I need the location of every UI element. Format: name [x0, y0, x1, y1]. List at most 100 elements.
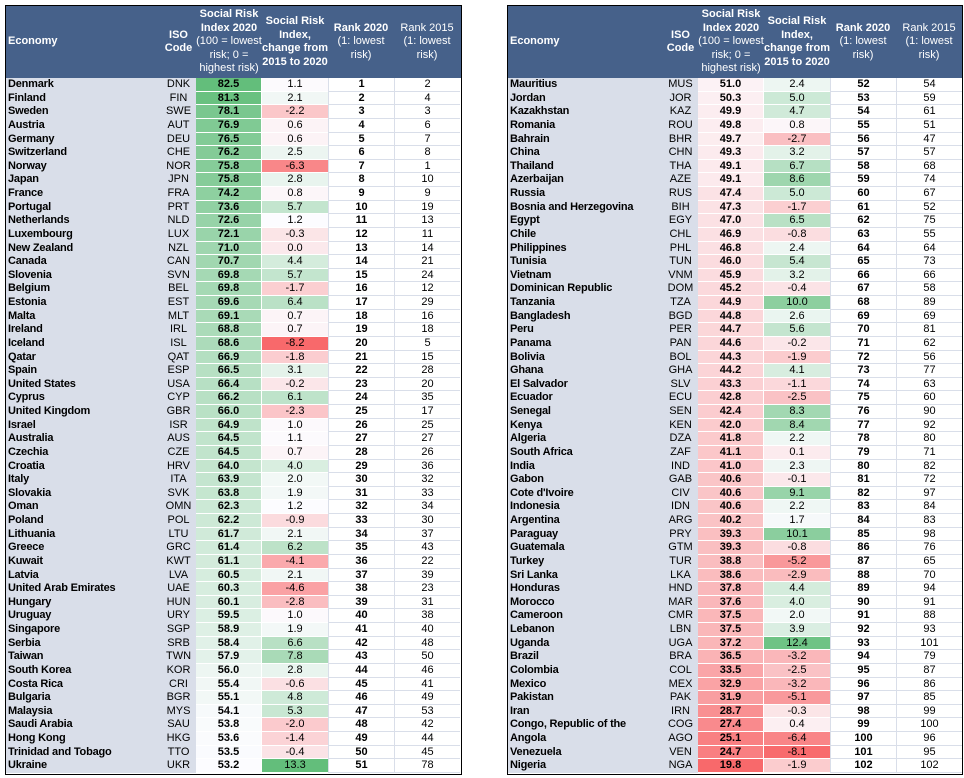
rank-2015: 79	[896, 650, 962, 664]
rank-2020: 75	[830, 391, 896, 405]
risk-change: -2.7	[764, 132, 830, 147]
rank-2015: 50	[394, 650, 460, 664]
risk-score: 75.8	[196, 159, 262, 174]
rank-2020: 14	[328, 255, 394, 269]
economy-name: Finland	[6, 91, 161, 106]
risk-score: 56.0	[196, 663, 262, 678]
rank-2015: 97	[896, 486, 962, 501]
table-row: Bolivia BOL 44.3 -1.9 72 56	[508, 350, 962, 365]
table-row: Denmark DNK 82.5 1.1 1 2	[6, 78, 461, 92]
header-economy: Economy	[510, 35, 560, 48]
risk-score: 36.5	[698, 650, 764, 664]
table-row: United States USA 66.4 -0.2 23 20	[6, 377, 461, 392]
rank-2020: 1	[328, 78, 394, 92]
risk-change: 2.1	[262, 91, 328, 106]
table-row: Oman OMN 62.3 1.2 32 34	[6, 500, 461, 514]
rank-2020: 21	[328, 350, 394, 365]
iso-code: HRV	[161, 459, 196, 474]
risk-change: 4.0	[764, 595, 830, 610]
risk-change: -1.9	[764, 759, 830, 773]
header-rank2020-title: Rank 2020	[333, 21, 389, 34]
rank-2015: 81	[896, 323, 962, 337]
economy-name: Pakistan	[508, 691, 663, 705]
risk-change: 6.4	[262, 296, 328, 310]
table-row: Ghana GHA 44.2 4.1 73 77	[508, 364, 962, 378]
economy-name: Luxembourg	[6, 227, 161, 242]
table-row: India IND 41.0 2.3 80 82	[508, 459, 962, 474]
economy-name: Sweden	[6, 105, 161, 119]
economy-name: Slovenia	[6, 268, 161, 283]
table-row: Qatar QAT 66.9 -1.8 21 15	[6, 350, 461, 365]
rank-2020: 19	[328, 323, 394, 337]
iso-code: PER	[663, 323, 698, 337]
risk-score: 53.8	[196, 718, 262, 732]
table-row: Czechia CZE 64.5 0.7 28 26	[6, 445, 461, 460]
rank-2020: 97	[830, 691, 896, 705]
rank-2020: 61	[830, 200, 896, 215]
risk-change: -6.3	[262, 159, 328, 174]
table-row: Ukraine UKR 53.2 13.3 51 78	[6, 759, 461, 773]
economy-name: Malaysia	[6, 704, 161, 719]
rank-2020: 73	[830, 364, 896, 378]
rank-2015: 70	[896, 568, 962, 583]
iso-code: IND	[663, 459, 698, 474]
table-header: Economy ISO Code Social Risk Index 2020(…	[508, 6, 962, 78]
rank-2015: 80	[896, 432, 962, 446]
table-row: Luxembourg LUX 72.1 -0.3 12 11	[6, 227, 461, 242]
header-rank2020: Rank 2020 (1: lowest risk)	[830, 6, 896, 78]
rank-2020: 95	[830, 663, 896, 678]
risk-change: 5.4	[764, 255, 830, 269]
risk-score: 75.8	[196, 173, 262, 187]
iso-code: IRN	[663, 704, 698, 719]
economy-name: Indonesia	[508, 500, 663, 514]
economy-name: Spain	[6, 364, 161, 378]
iso-code: QAT	[161, 350, 196, 365]
rank-2020: 7	[328, 159, 394, 174]
iso-code: BGR	[161, 691, 196, 705]
iso-code: KEN	[663, 418, 698, 433]
economy-name: Colombia	[508, 663, 663, 678]
table-row: New Zealand NZL 71.0 0.0 13 14	[6, 241, 461, 256]
rank-2015: 49	[394, 691, 460, 705]
rank-2020: 57	[830, 146, 896, 160]
economy-name: Belgium	[6, 282, 161, 296]
iso-code: SGP	[161, 623, 196, 637]
iso-code: COG	[663, 718, 698, 732]
rank-2020: 33	[328, 514, 394, 528]
rank-2020: 85	[830, 527, 896, 542]
rank-2015: 21	[394, 255, 460, 269]
economy-name: Bolivia	[508, 350, 663, 365]
table-row: Brazil BRA 36.5 -3.2 94 79	[508, 650, 962, 664]
risk-change: -8.1	[764, 745, 830, 760]
iso-code: CHL	[663, 227, 698, 242]
table-row: Portugal PRT 73.6 5.7 10 19	[6, 200, 461, 215]
table-row: Iran IRN 28.7 -0.3 98 99	[508, 704, 962, 719]
rank-2015: 64	[896, 241, 962, 256]
risk-change: -2.5	[764, 663, 830, 678]
iso-code: ROU	[663, 118, 698, 133]
risk-score: 42.0	[698, 418, 764, 433]
table-row: Bosnia and Herzegovina BIH 47.3 -1.7 61 52	[508, 200, 962, 215]
iso-code: ZAF	[663, 445, 698, 460]
economy-name: Tanzania	[508, 296, 663, 310]
iso-code: TTO	[161, 745, 196, 760]
rank-2020: 86	[830, 541, 896, 555]
table-row: Iceland ISL 68.6 -8.2 20 5	[6, 336, 461, 351]
economy-name: Czechia	[6, 445, 161, 460]
rank-2015: 46	[394, 663, 460, 678]
risk-score: 41.8	[698, 432, 764, 446]
economy-name: Gabon	[508, 473, 663, 487]
risk-score: 61.7	[196, 527, 262, 542]
header-iso: ISO Code	[666, 28, 695, 55]
risk-score: 54.1	[196, 704, 262, 719]
rank-2015: 90	[896, 405, 962, 419]
risk-change: -0.9	[262, 514, 328, 528]
economy-name: Japan	[6, 173, 161, 187]
table-row: Greece GRC 61.4 6.2 35 43	[6, 541, 461, 555]
risk-change: -3.2	[764, 650, 830, 664]
iso-code: MAR	[663, 595, 698, 610]
rank-2015: 6	[394, 118, 460, 133]
risk-score: 50.3	[698, 91, 764, 106]
economy-name: Russia	[508, 187, 663, 201]
economy-name: Austria	[6, 118, 161, 133]
